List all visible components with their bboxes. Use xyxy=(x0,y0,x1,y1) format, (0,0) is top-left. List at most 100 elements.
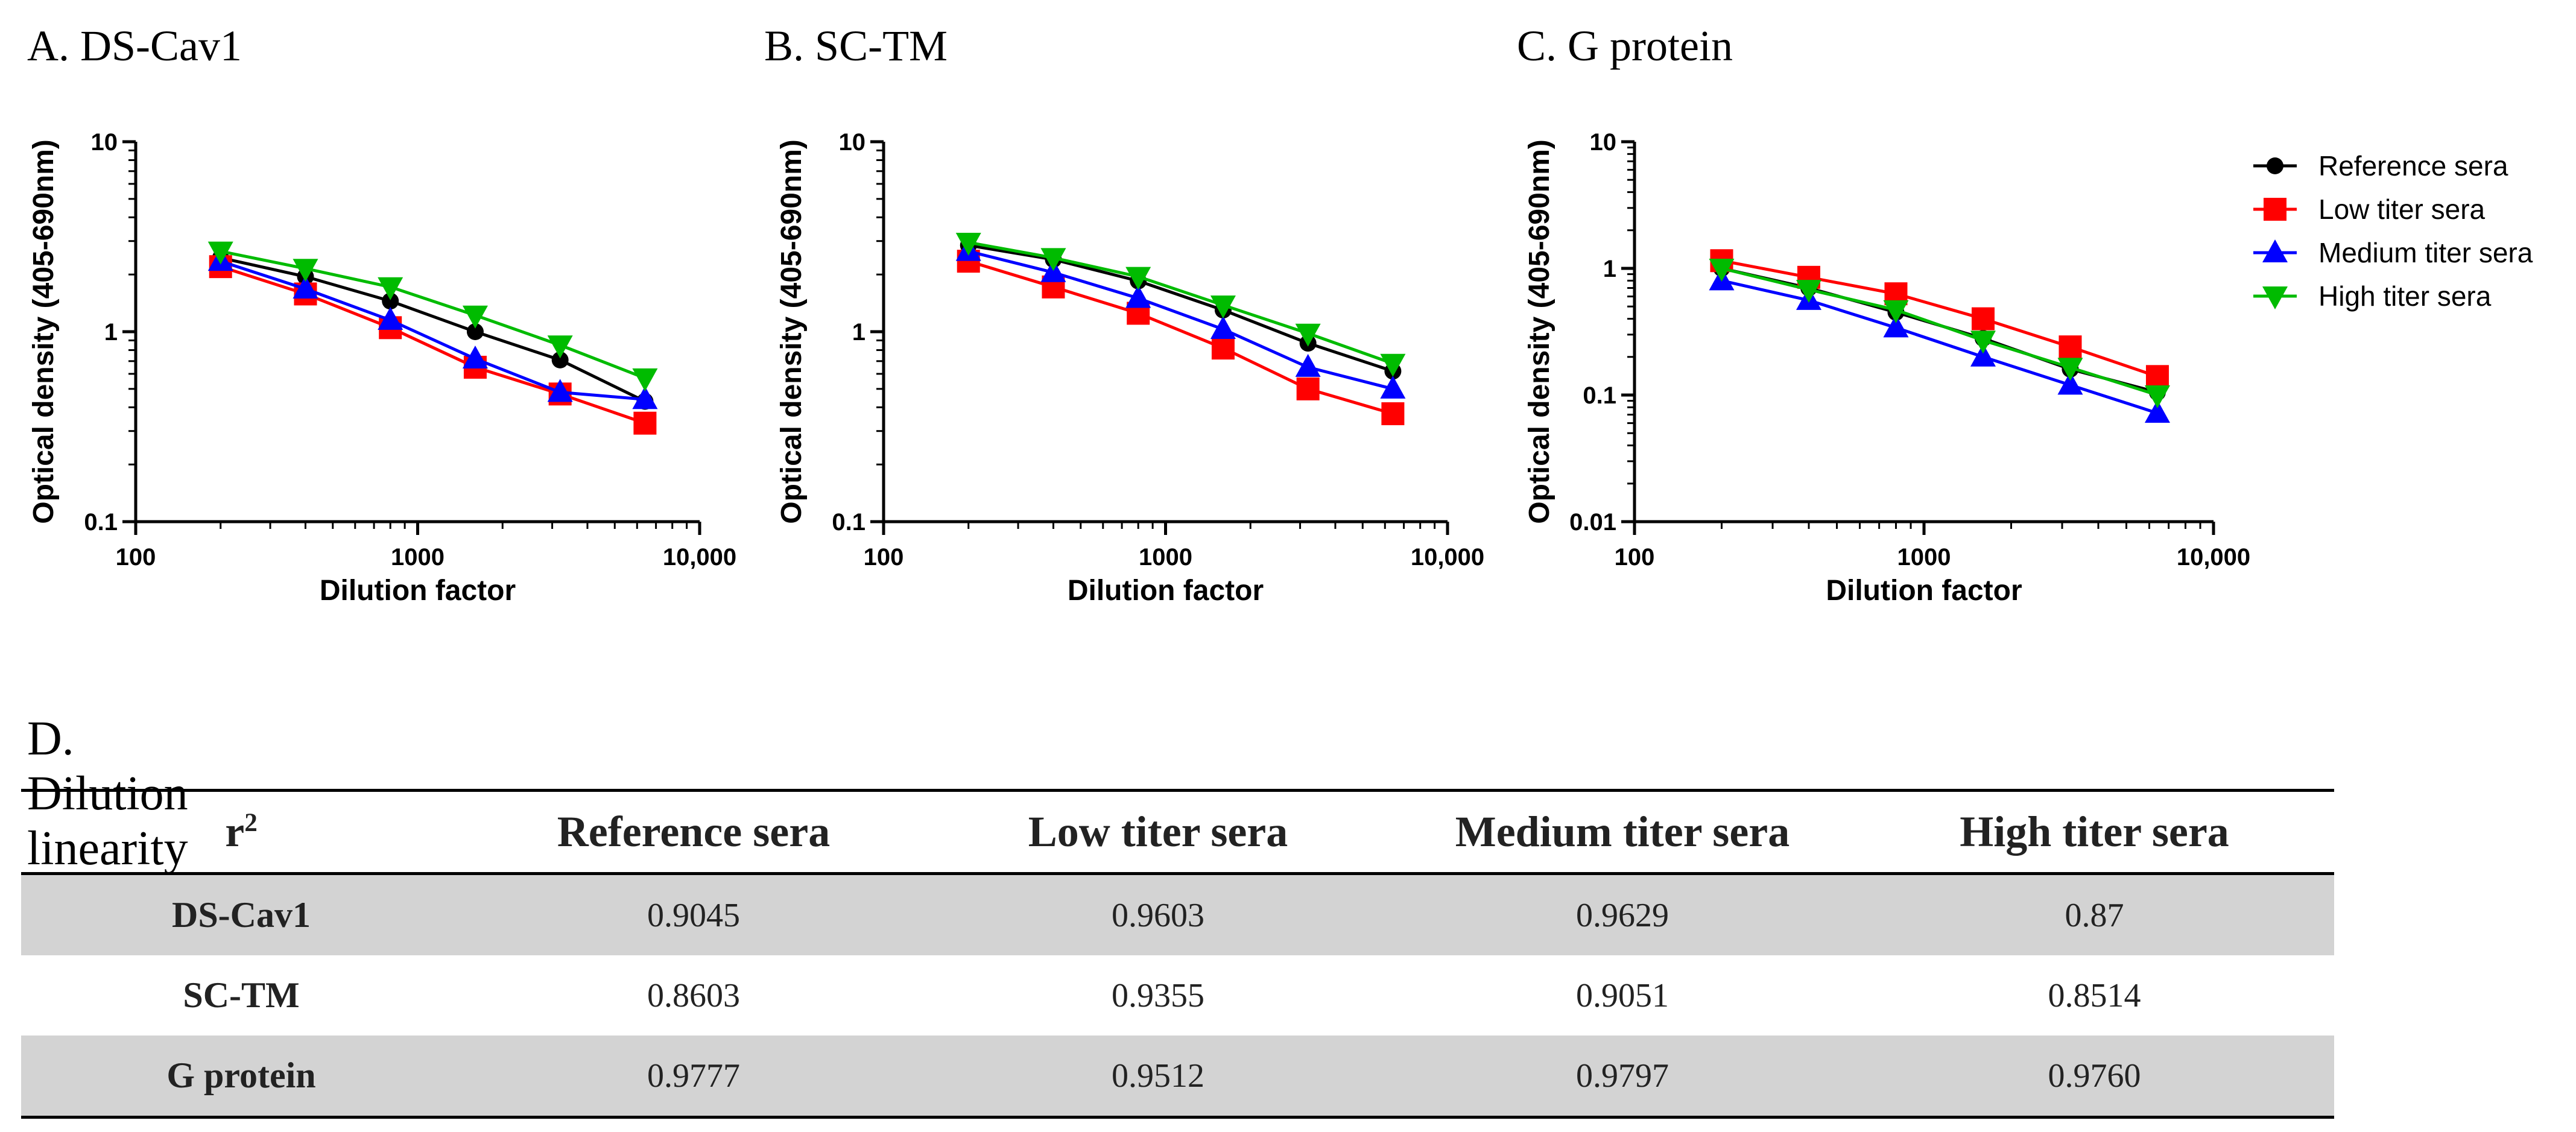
table-row: SC-TM 0.8603 0.9355 0.9051 0.8514 xyxy=(21,955,2334,1036)
y-tick-label: 1 xyxy=(852,319,866,346)
legend-label: Medium titer sera xyxy=(2318,237,2533,268)
plot-c-g-protein: C. G protein 100 1000 10,000 0.01 0.1 1 10 Dilut… xyxy=(1517,22,2533,607)
series-line-high-titer-sera xyxy=(1721,267,2158,397)
series-high-titer-sera xyxy=(955,233,1406,377)
data-point-medium-titer-sera xyxy=(547,379,573,402)
series-line-reference-sera xyxy=(968,244,1394,373)
y-tick-label: 10 xyxy=(1590,129,1617,156)
x-tick-label: 10,000 xyxy=(1411,544,1484,571)
data-point-medium-titer-sera xyxy=(1295,353,1321,377)
data-point-medium-titer-sera xyxy=(2057,372,2083,395)
y-axis-title: Optical density (405-690nm) xyxy=(776,139,808,524)
dilution-linearity-table: r2 Reference sera Low titer sera Medium … xyxy=(21,789,2334,1119)
table-cell: 0.87 xyxy=(1855,873,2334,955)
column-header-low: Low titer sera xyxy=(926,790,1390,875)
table-cell: 0.9629 xyxy=(1390,873,1855,955)
legend-marker xyxy=(2262,286,2288,309)
data-point-high-titer-sera xyxy=(462,305,488,329)
data-point-medium-titer-sera xyxy=(632,386,658,409)
data-point-low-titer-sera xyxy=(2059,335,2082,359)
column-header-high: High titer sera xyxy=(1855,790,2334,875)
y-tick-label: 10 xyxy=(839,129,866,156)
legend: Reference sera Low titer sera Medium titer… xyxy=(2253,150,2533,312)
plot-a-ds-cav1: A. DS-Cav1 100 1000 10,000 0.1 1 10 Dilution fa… xyxy=(27,22,736,607)
legend-item-high-titer-sera: High titer sera xyxy=(2253,280,2492,312)
legend-label: High titer sera xyxy=(2318,280,2492,312)
x-axis-title: Dilution factor xyxy=(1068,575,1264,607)
data-point-reference-sera xyxy=(382,292,399,310)
data-point-medium-titer-sera xyxy=(378,306,403,330)
series-medium-titer-sera xyxy=(1709,267,2170,423)
y-tick-label: 0.1 xyxy=(84,509,118,536)
panel-title: B. SC-TM xyxy=(764,22,948,70)
x-tick-label: 1000 xyxy=(1897,544,1951,571)
data-point-high-titer-sera xyxy=(547,335,573,359)
x-tick-label: 10,000 xyxy=(2177,544,2250,571)
x-axis-title: Dilution factor xyxy=(1826,575,2022,607)
x-tick-label: 100 xyxy=(864,544,904,571)
series-line-reference-sera xyxy=(220,256,646,403)
series-reference-sera xyxy=(1713,260,2166,401)
column-header-medium: Medium titer sera xyxy=(1390,790,1855,875)
y-axis-title: Optical density (405-690nm) xyxy=(28,139,60,524)
table-row: DS-Cav1 0.9045 0.9603 0.9629 0.87 xyxy=(21,873,2334,955)
x-tick-label: 10,000 xyxy=(663,544,736,571)
data-point-high-titer-sera xyxy=(632,368,658,391)
series-high-titer-sera xyxy=(1709,259,2170,408)
row-label: G protein xyxy=(21,1036,461,1118)
r-superscript: 2 xyxy=(244,809,258,837)
legend-item-medium-titer-sera: Medium titer sera xyxy=(2253,237,2533,268)
legend-label: Low titer sera xyxy=(2318,194,2486,225)
series-line-low-titer-sera xyxy=(968,259,1394,416)
data-point-high-titer-sera xyxy=(1709,259,1735,282)
series-line-high-titer-sera xyxy=(968,241,1394,365)
row-label: DS-Cav1 xyxy=(21,873,461,955)
r-symbol: r xyxy=(225,808,245,856)
series-line-high-titer-sera xyxy=(220,250,646,380)
series-low-titer-sera xyxy=(1710,249,2169,388)
x-tick-label: 1000 xyxy=(1139,544,1192,571)
series-line-low-titer-sera xyxy=(220,265,646,425)
series-reference-sera xyxy=(960,236,1402,380)
data-point-high-titer-sera xyxy=(2144,385,2170,408)
data-point-medium-titer-sera xyxy=(293,276,318,299)
plot-b-sc-tm: B. SC-TM 100 1000 10,000 0.1 1 10 Dilution fact… xyxy=(764,22,1484,607)
table-header-row: r2 Reference sera Low titer sera Medium … xyxy=(21,790,2334,875)
series-high-titer-sera xyxy=(207,241,658,391)
y-tick-label: 1 xyxy=(104,319,118,346)
legend-item-low-titer-sera: Low titer sera xyxy=(2253,194,2486,225)
data-point-low-titer-sera xyxy=(1296,377,1320,400)
series-medium-titer-sera xyxy=(207,248,658,409)
series-medium-titer-sera xyxy=(955,238,1406,399)
panel-title: A. DS-Cav1 xyxy=(27,22,242,70)
x-tick-label: 100 xyxy=(1615,544,1655,571)
data-point-high-titer-sera xyxy=(2057,358,2083,381)
x-tick-label: 100 xyxy=(116,544,156,571)
data-point-low-titer-sera xyxy=(1381,402,1405,426)
legend-marker xyxy=(2267,157,2283,174)
legend-item-reference-sera: Reference sera xyxy=(2253,150,2508,182)
legend-marker xyxy=(2264,198,2286,221)
table-cell: 0.9760 xyxy=(1855,1036,2334,1118)
table-row: G protein 0.9777 0.9512 0.9797 0.9760 xyxy=(21,1036,2334,1118)
series-line-medium-titer-sera xyxy=(968,250,1394,391)
series-line-medium-titer-sera xyxy=(1721,279,2158,415)
y-tick-label: 0.1 xyxy=(1583,382,1616,409)
data-point-high-titer-sera xyxy=(1210,295,1236,318)
table-cell: 0.9355 xyxy=(1112,976,1204,1014)
data-point-high-titer-sera xyxy=(955,233,981,256)
panel-title: C. G protein xyxy=(1517,22,1733,70)
data-point-low-titer-sera xyxy=(633,411,657,435)
data-point-medium-titer-sera xyxy=(2144,399,2170,423)
series-low-titer-sera xyxy=(957,250,1405,426)
x-axis-title: Dilution factor xyxy=(320,575,516,607)
y-tick-label: 0.01 xyxy=(1569,509,1616,536)
data-point-medium-titer-sera xyxy=(1210,315,1236,339)
r-squared-header: r2 xyxy=(21,790,461,875)
data-point-reference-sera xyxy=(466,323,484,340)
data-point-high-titer-sera xyxy=(1796,280,1821,303)
y-tick-label: 1 xyxy=(1603,256,1616,282)
data-point-low-titer-sera xyxy=(1971,307,1995,330)
data-point-medium-titer-sera xyxy=(1883,314,1909,338)
y-tick-label: 10 xyxy=(91,129,118,156)
